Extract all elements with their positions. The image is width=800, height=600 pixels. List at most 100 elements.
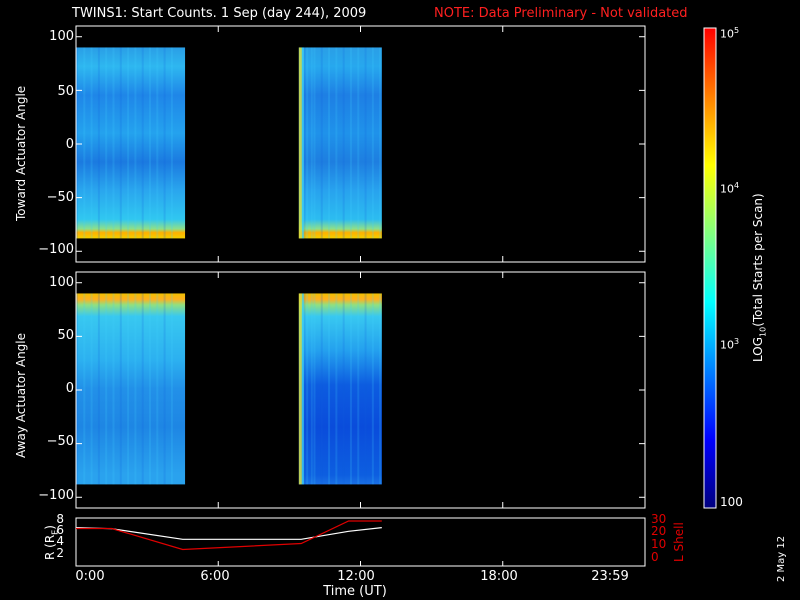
- heatmap-block: [76, 47, 186, 239]
- heatmap-streak: [105, 47, 108, 239]
- heatmap-streak: [127, 293, 130, 485]
- heatmap-streak: [313, 293, 316, 485]
- heatmap-streak: [306, 47, 309, 239]
- heatmap-streak: [303, 293, 306, 485]
- heatmap-streak: [90, 293, 93, 485]
- chart-title: TWINS1: Start Counts. 1 Sep (day 244), 2…: [72, 6, 367, 21]
- heatmap-streak: [371, 293, 374, 485]
- colorbar-tick: 105: [720, 26, 740, 41]
- colorbar-gradient: [704, 28, 716, 508]
- heatmap-streak: [149, 293, 151, 485]
- colorbar-label: LOG10(Total Starts per Scan): [751, 193, 768, 362]
- colorbar-tick: 104: [720, 181, 740, 196]
- heatmap-streak: [76, 293, 78, 485]
- top-ytick: 50: [57, 84, 74, 99]
- heatmap-streak: [342, 293, 345, 485]
- heatmap-streak: [328, 47, 331, 239]
- radius-line: [75, 527, 382, 540]
- heatmap-streak: [83, 47, 86, 239]
- heatmap-block: [298, 293, 382, 485]
- heatmap-edge-column: [301, 293, 304, 485]
- heatmap-streak: [156, 293, 159, 485]
- heatmap-streak: [163, 293, 166, 485]
- xtick: 12:00: [337, 569, 375, 584]
- preliminary-note: NOTE: Data Preliminary - Not validated: [434, 6, 688, 21]
- lshell-line: [76, 520, 382, 551]
- colorbar-tick: 100: [720, 495, 743, 509]
- xaxis-label: Time (UT): [323, 584, 387, 599]
- heatmap-streak: [134, 293, 137, 485]
- heatmap-block: [298, 47, 382, 239]
- heatmap-streak: [141, 47, 144, 239]
- colorbar-tick: 103: [720, 337, 740, 352]
- bottom-ytick: 0: [65, 381, 74, 396]
- colorbar-frame: [703, 27, 717, 509]
- heatmap-streak: [371, 47, 374, 239]
- heatmap-streak: [379, 293, 382, 485]
- heatmap-streak: [364, 293, 367, 485]
- heatmap-streak: [97, 47, 100, 239]
- heatmap-block: [76, 293, 186, 485]
- bottom-ytick: −50: [46, 434, 74, 449]
- bottom-ytick: 50: [57, 328, 74, 343]
- heatmap-streak: [310, 47, 313, 239]
- bottom-panel-ylabel: Away Actuator Angle: [14, 332, 28, 458]
- top-ytick: −50: [46, 190, 74, 205]
- xtick: 18:00: [480, 569, 518, 584]
- heatmap-streak: [349, 47, 352, 239]
- heatmap-streak: [105, 293, 108, 485]
- top-ytick: −100: [38, 242, 74, 257]
- heatmap-streak: [320, 293, 323, 485]
- ephem-ytick: 4: [56, 534, 64, 548]
- lshell-tick: 10: [651, 537, 667, 551]
- heatmap-streak: [119, 47, 122, 239]
- heatmap-streak: [342, 47, 345, 239]
- heatmap-streak: [328, 293, 331, 485]
- heatmap-streak: [170, 47, 173, 239]
- xtick: 0:00: [75, 569, 105, 584]
- ephem-panel-frame: [75, 517, 646, 567]
- xtick: 6:00: [200, 569, 230, 584]
- lshell-tick: 20: [651, 524, 667, 538]
- heatmap-streak: [149, 47, 151, 239]
- xtick: 23:59: [591, 569, 629, 584]
- heatmap-edge-column: [298, 47, 302, 239]
- lshell-label: L Shell: [672, 522, 686, 562]
- heatmap-streak: [127, 47, 130, 239]
- heatmap-streak: [306, 293, 309, 485]
- ephem-ytick: 6: [56, 523, 64, 537]
- heatmap-streak: [112, 293, 115, 485]
- lshell-tick: 30: [651, 512, 667, 526]
- top-ytick: 0: [65, 137, 74, 152]
- heatmap-streak: [313, 47, 316, 239]
- heatmap-streak: [320, 47, 323, 239]
- heatmap-streak: [357, 47, 360, 239]
- ephem-ytick: 2: [56, 546, 64, 560]
- heatmap-streak: [379, 47, 382, 239]
- heatmap-streak: [76, 47, 78, 239]
- lshell-tick: 0: [651, 550, 659, 564]
- heatmap-streak: [349, 293, 352, 485]
- bottom-ytick: 100: [49, 275, 74, 290]
- side-date: 2 May 12: [776, 535, 787, 582]
- heatmap-streak: [357, 293, 360, 485]
- top-ytick: 100: [49, 29, 74, 44]
- bottom-ytick: −100: [38, 488, 74, 503]
- heatmap-streak: [119, 293, 122, 485]
- title-bar: TWINS1: Start Counts. 1 Sep (day 244), 2…: [0, 6, 800, 26]
- heatmap-streak: [97, 293, 100, 485]
- heatmap-edge-column: [298, 293, 302, 485]
- heatmap-streak: [163, 47, 166, 239]
- heatmap-streak: [364, 47, 367, 239]
- heatmap-streak: [310, 293, 313, 485]
- heatmap-streak: [335, 293, 338, 485]
- heatmap-streak: [83, 293, 86, 485]
- heatmap-streak: [112, 47, 115, 239]
- heatmap-streak: [303, 47, 306, 239]
- heatmap-streak: [134, 47, 137, 239]
- heatmap-streak: [335, 47, 338, 239]
- top-panel-ylabel: Toward Actuator Angle: [14, 85, 28, 221]
- heatmap-streak: [90, 47, 93, 239]
